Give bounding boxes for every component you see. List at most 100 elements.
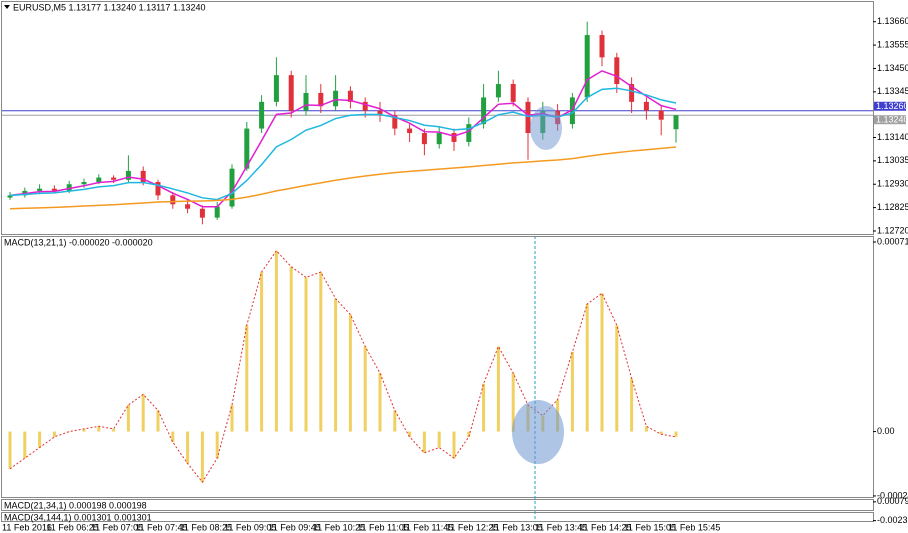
candle-body: [7, 195, 13, 198]
moving-average: [9, 146, 677, 210]
histogram-bar: [496, 346, 500, 432]
y-tick-label: 1.13035: [877, 155, 908, 165]
histogram-bar: [437, 431, 441, 448]
candle-body: [347, 90, 353, 102]
candle-body: [318, 92, 324, 107]
y-tick-label: 1.13555: [877, 39, 908, 49]
candle-body: [229, 168, 235, 207]
candle-body: [643, 101, 649, 111]
candle-body: [658, 110, 664, 120]
histogram-bar: [112, 428, 116, 432]
histogram-bar: [570, 351, 574, 432]
y-tick-label: 0.000798: [877, 496, 908, 506]
histogram-bar: [215, 431, 219, 459]
panel-frame: [1, 512, 874, 522]
candle-body: [614, 57, 620, 85]
histogram-bar: [23, 431, 27, 459]
y-tick-label: 0.00: [877, 426, 895, 436]
histogram-bar: [319, 272, 323, 432]
candle-body: [377, 110, 383, 116]
candle-body: [51, 188, 57, 191]
y-tick-label: 1.12720: [877, 225, 908, 235]
y-tick-label: 1.12825: [877, 202, 908, 212]
panel-frame: [1, 236, 874, 498]
histogram-bar: [171, 431, 175, 443]
candle-body: [407, 128, 413, 134]
panel-title: MACD(13,21,1) -0.000020 -0.000020: [4, 237, 153, 247]
candle-body: [111, 177, 117, 180]
moving-average: [9, 87, 677, 201]
highlight: [530, 106, 562, 150]
histogram-bar: [304, 277, 308, 432]
candle-body: [584, 35, 590, 98]
candle-body: [599, 35, 605, 58]
candle-body: [525, 101, 531, 134]
histogram-bar: [615, 325, 619, 432]
candle-body: [259, 101, 265, 129]
histogram-bar: [452, 431, 456, 459]
highlight: [512, 400, 564, 464]
x-tick-label: 11 Feb 07:45: [135, 522, 187, 532]
x-tick-label: 11 Feb 11:45: [402, 522, 454, 532]
candle-body: [214, 206, 220, 218]
candle-body: [421, 133, 427, 145]
candle-body: [673, 115, 679, 130]
candle-body: [288, 75, 294, 111]
histogram-bar: [141, 394, 145, 432]
histogram-bar: [334, 298, 338, 432]
histogram-bar: [156, 410, 160, 432]
candle-body: [273, 75, 279, 102]
histogram-bar: [230, 404, 234, 432]
candle-body: [629, 84, 635, 102]
panel-title: MACD(34,144,1) 0.001301 0.001301: [4, 512, 152, 522]
histogram-bar: [82, 428, 86, 432]
candle-body: [199, 208, 205, 218]
candle-body: [96, 177, 102, 183]
histogram-bar: [467, 431, 471, 437]
y-tick-label: 1.13140: [877, 132, 908, 142]
x-tick-label: 11 Feb 14:25: [579, 522, 631, 532]
candle-body: [37, 188, 43, 191]
histogram-bar: [348, 314, 352, 432]
candle-body: [140, 170, 146, 183]
panel-frame: [1, 499, 874, 511]
candle-body: [495, 84, 501, 98]
x-tick-label: 11 Feb 11:05: [357, 522, 409, 532]
y-tick-label: 0.000713: [877, 236, 908, 246]
candle-body: [244, 128, 250, 169]
histogram-bar: [260, 272, 264, 432]
candle-body: [481, 97, 487, 125]
candle-body: [362, 101, 368, 111]
candle-body: [125, 170, 131, 180]
histogram-bar: [511, 373, 515, 432]
histogram-bar: [422, 431, 426, 453]
y-tick-label: 1.13660: [877, 16, 908, 26]
histogram-bar: [600, 293, 604, 432]
x-tick-label: 11 Feb 09:45: [268, 522, 320, 532]
panel-title: EURUSD,M5 1.13177 1.13240 1.13117 1.1324…: [13, 2, 205, 12]
candle-body: [466, 124, 472, 142]
price-label: 1.13240: [876, 115, 908, 125]
x-tick-label: 11 Feb 13:05: [490, 522, 542, 532]
histogram-bar: [97, 426, 101, 432]
moving-average: [9, 70, 677, 208]
candle-body: [333, 90, 339, 107]
histogram-bar: [378, 373, 382, 432]
histogram-bar: [245, 325, 249, 432]
histogram-bar: [200, 431, 204, 483]
histogram-bar: [674, 431, 678, 437]
y-tick-label: 1.12930: [877, 179, 908, 189]
candle-body: [451, 133, 457, 142]
x-tick-label: 11 Feb 13:45: [535, 522, 587, 532]
x-tick-label: 11 Feb 2016: [2, 522, 52, 532]
signal-line: [9, 249, 677, 483]
histogram-bar: [52, 431, 56, 437]
x-tick-label: 11 Feb 10:25: [313, 522, 365, 532]
histogram-bar: [363, 346, 367, 432]
histogram-bar: [289, 266, 293, 432]
price-label: 1.13260: [876, 101, 908, 111]
histogram-bar: [126, 404, 130, 432]
histogram-bar: [482, 383, 486, 432]
x-tick-label: 11 Feb 15:05: [624, 522, 676, 532]
histogram-bar: [659, 431, 663, 435]
